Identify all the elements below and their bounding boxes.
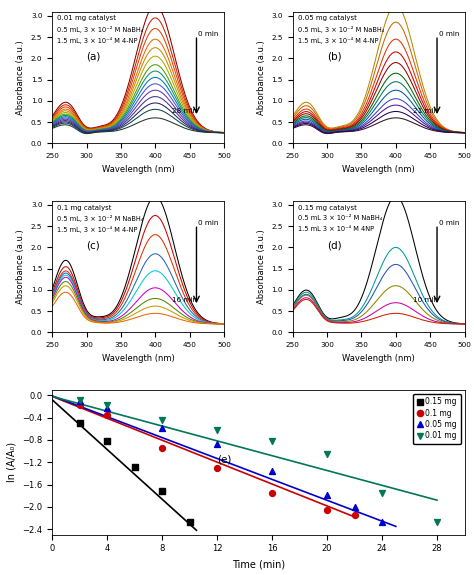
Point: [351, 511, 358, 520]
Legend: 0.15 mg, 0.1 mg, 0.05 mg, 0.01 mg: 0.15 mg, 0.1 mg, 0.05 mg, 0.01 mg: [413, 393, 461, 444]
Point: [158, 416, 166, 425]
Text: 21 min: 21 min: [413, 108, 438, 114]
Text: (a): (a): [86, 51, 101, 61]
Point: [103, 401, 111, 410]
Text: 0.5 mL, 3 × 10⁻² M NaBH₄: 0.5 mL, 3 × 10⁻² M NaBH₄: [298, 26, 384, 33]
Point: [158, 423, 166, 432]
Y-axis label: Absorbance (a.u.): Absorbance (a.u.): [17, 40, 26, 115]
Text: (d): (d): [327, 240, 342, 250]
Point: [76, 396, 83, 405]
Text: 0.15 mg catalyst: 0.15 mg catalyst: [298, 205, 357, 210]
Text: 0.5 mL, 3 × 10⁻² M NaBH₄: 0.5 mL, 3 × 10⁻² M NaBH₄: [57, 26, 144, 33]
Text: 10 min: 10 min: [413, 297, 438, 304]
Point: [76, 401, 83, 410]
Point: [268, 466, 276, 475]
Y-axis label: Absorbance (a.u.): Absorbance (a.u.): [17, 229, 26, 304]
Point: [103, 403, 111, 412]
Text: (b): (b): [327, 51, 342, 61]
Point: [76, 419, 83, 428]
Text: 16 min: 16 min: [173, 297, 197, 304]
Text: 1.5 mL, 3 × 10⁻⁴ M 4-NP: 1.5 mL, 3 × 10⁻⁴ M 4-NP: [57, 225, 138, 233]
Text: 0.5 mL 3 × 10⁻² M NaBH₄: 0.5 mL 3 × 10⁻² M NaBH₄: [298, 215, 382, 221]
Text: 0 min: 0 min: [198, 220, 219, 227]
X-axis label: Time (min): Time (min): [232, 559, 285, 569]
X-axis label: Wavelength (nm): Wavelength (nm): [102, 354, 174, 363]
Point: [213, 463, 221, 473]
Point: [158, 444, 166, 453]
Text: 0.1 mg catalyst: 0.1 mg catalyst: [57, 205, 112, 210]
Point: [158, 486, 166, 496]
Text: 1.5 mL 3 × 10⁻⁴ M 4NP: 1.5 mL 3 × 10⁻⁴ M 4NP: [298, 225, 374, 232]
Point: [103, 410, 111, 419]
Y-axis label: Absorbance (a.u.): Absorbance (a.u.): [257, 40, 266, 115]
X-axis label: Wavelength (nm): Wavelength (nm): [102, 164, 174, 174]
Point: [213, 426, 221, 435]
Point: [323, 490, 331, 499]
Y-axis label: ln (A/A₀): ln (A/A₀): [7, 442, 17, 482]
Point: [323, 505, 331, 514]
Text: 1.5 mL, 3 × 10⁻⁴ M 4-NP: 1.5 mL, 3 × 10⁻⁴ M 4-NP: [298, 37, 378, 44]
Point: [351, 502, 358, 511]
Point: [103, 436, 111, 446]
Text: 0.05 mg catalyst: 0.05 mg catalyst: [298, 16, 357, 21]
Y-axis label: Absorbance (a.u.): Absorbance (a.u.): [257, 229, 266, 304]
Text: 0.01 mg catalyst: 0.01 mg catalyst: [57, 16, 116, 21]
Text: 0 min: 0 min: [439, 220, 459, 227]
Point: [213, 440, 221, 449]
X-axis label: Wavelength (nm): Wavelength (nm): [342, 354, 415, 363]
Point: [268, 488, 276, 497]
Point: [268, 436, 276, 446]
Point: [186, 518, 193, 527]
X-axis label: Wavelength (nm): Wavelength (nm): [342, 164, 415, 174]
Point: [378, 488, 386, 497]
Text: 0.5 mL, 3 × 10⁻² M NaBH₄: 0.5 mL, 3 × 10⁻² M NaBH₄: [57, 215, 144, 222]
Text: 0 min: 0 min: [439, 31, 459, 37]
Text: 0 min: 0 min: [198, 31, 219, 37]
Point: [76, 395, 83, 404]
Text: (e): (e): [217, 455, 231, 465]
Text: 1.5 mL, 3 × 10⁻⁴ M 4-NP: 1.5 mL, 3 × 10⁻⁴ M 4-NP: [57, 37, 138, 44]
Point: [433, 518, 441, 527]
Point: [131, 462, 138, 471]
Point: [378, 518, 386, 527]
Text: (c): (c): [86, 240, 100, 250]
Text: 28 min: 28 min: [173, 108, 197, 114]
Point: [323, 449, 331, 458]
